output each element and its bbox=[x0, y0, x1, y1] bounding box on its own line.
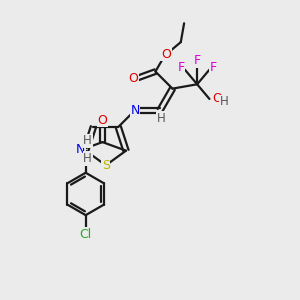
Text: N: N bbox=[76, 143, 85, 156]
Text: Cl: Cl bbox=[80, 228, 92, 241]
Text: N: N bbox=[130, 104, 140, 117]
Text: H: H bbox=[83, 134, 92, 147]
Text: H: H bbox=[157, 112, 166, 125]
Text: H: H bbox=[220, 95, 229, 108]
Text: F: F bbox=[194, 54, 201, 67]
Text: O: O bbox=[212, 92, 222, 105]
Text: S: S bbox=[102, 159, 110, 172]
Text: H: H bbox=[83, 152, 92, 165]
Text: F: F bbox=[209, 61, 217, 74]
Text: F: F bbox=[178, 61, 185, 74]
Text: O: O bbox=[98, 113, 107, 127]
Text: O: O bbox=[128, 72, 138, 85]
Text: O: O bbox=[161, 48, 171, 61]
